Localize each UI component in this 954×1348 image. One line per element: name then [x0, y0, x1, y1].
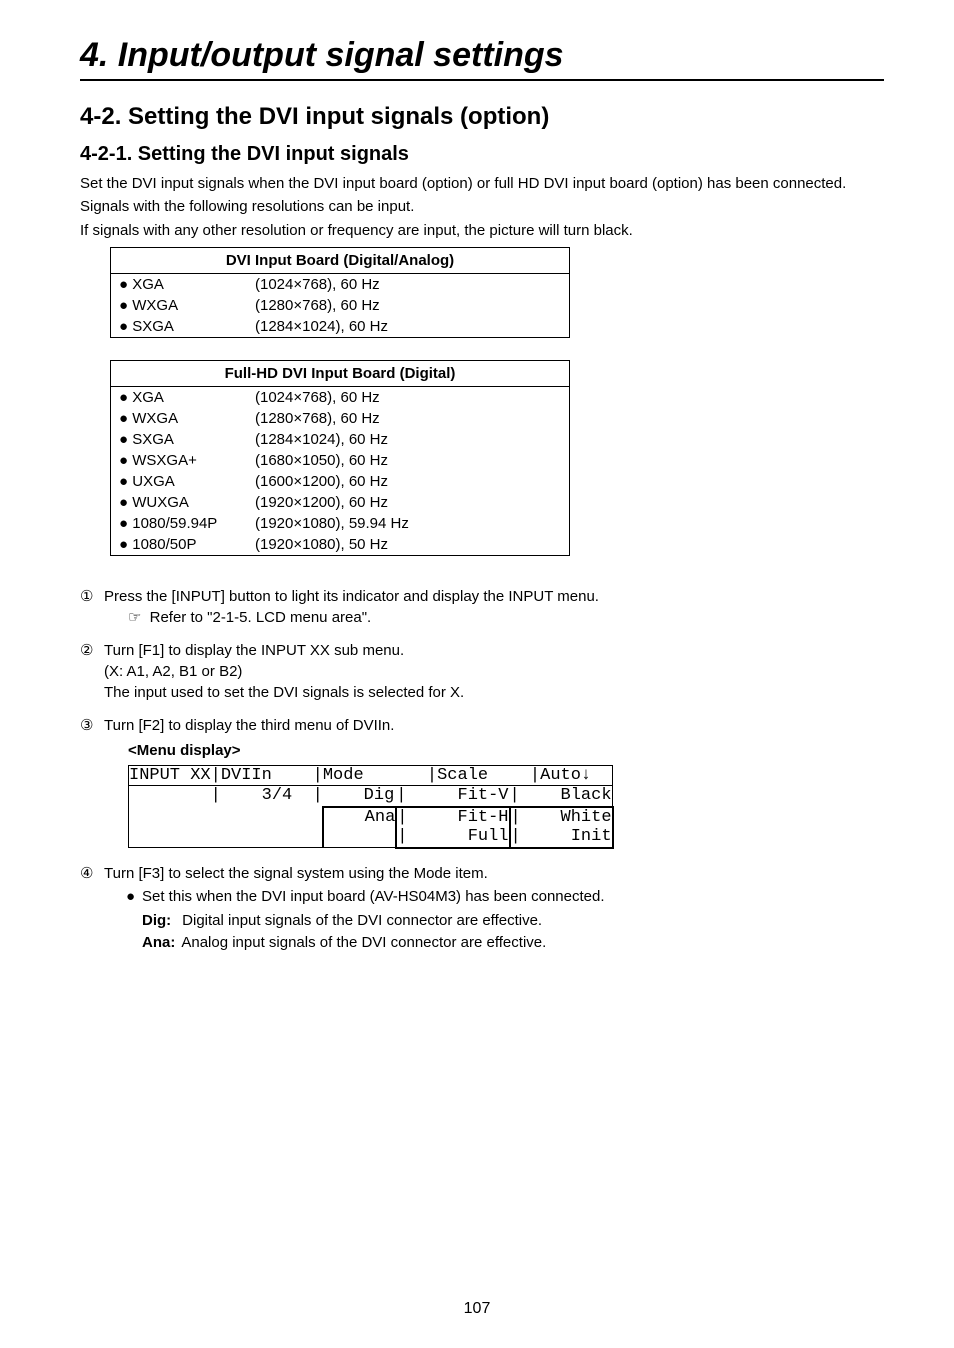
dvi-input-board-table: DVI Input Board (Digital/Analog) ● XGA (…	[110, 247, 570, 338]
table-a-header: DVI Input Board (Digital/Analog)	[111, 247, 570, 273]
menu-row: | Full | Init	[129, 827, 613, 848]
table-row: ● 1080/59.94P(1920×1080), 59.94 Hz	[111, 513, 570, 534]
table-row: ● WXGA (1280×768), 60 Hz	[111, 295, 570, 316]
step-list: ① Press the [INPUT] button to light its …	[80, 586, 884, 955]
table-b-header: Full-HD DVI Input Board (Digital)	[111, 360, 570, 386]
menu-row: INPUT XX |DVIIn |Mode |Scale |Auto↓	[129, 765, 613, 786]
step-number-icon: ④	[80, 863, 93, 884]
intro-paragraph-2: Signals with the following resolutions c…	[80, 197, 884, 217]
menu-row: Ana | Fit-H | White	[129, 807, 613, 828]
menu-display-heading: <Menu display>	[128, 740, 884, 761]
step-number-icon: ③	[80, 715, 93, 736]
step-1: ① Press the [INPUT] button to light its …	[80, 586, 884, 628]
sub-bullet: ● Set this when the DVI input board (AV-…	[126, 886, 884, 908]
step-number-icon: ②	[80, 640, 93, 661]
table-row: ● XGA (1024×768), 60 Hz	[111, 273, 570, 295]
section-heading-h3: 4-2-1. Setting the DVI input signals	[80, 143, 884, 166]
table-row: ● 1080/50P(1920×1080), 50 Hz	[111, 534, 570, 556]
section-heading-h2: 4-2. Setting the DVI input signals (opti…	[80, 103, 884, 131]
table-row: ● UXGA(1600×1200), 60 Hz	[111, 471, 570, 492]
bullet-icon: ●	[126, 886, 135, 908]
full-hd-dvi-input-board-table: Full-HD DVI Input Board (Digital) ● XGA(…	[110, 360, 570, 556]
menu-display-table: INPUT XX |DVIIn |Mode |Scale |Auto↓ | 3/…	[128, 765, 614, 849]
menu-row: | 3/4 | Dig | Fit-V | Black	[129, 786, 613, 807]
step-4: ④ Turn [F3] to select the signal system …	[80, 863, 884, 955]
chapter-title: 4. Input/output signal settings	[80, 36, 884, 75]
page-number: 107	[0, 1300, 954, 1318]
step-2: ② Turn [F1] to display the INPUT XX sub …	[80, 640, 884, 703]
intro-paragraph-3: If signals with any other resolution or …	[80, 221, 884, 241]
table-row: ● SXGA(1284×1024), 60 Hz	[111, 429, 570, 450]
step-3: ③ Turn [F2] to display the third menu of…	[80, 715, 884, 849]
definition-list: Dig: Digital input signals of the DVI co…	[142, 910, 884, 955]
table-row: ● SXGA (1284×1024), 60 Hz	[111, 316, 570, 338]
table-row: ● WUXGA(1920×1200), 60 Hz	[111, 492, 570, 513]
table-row: ● WSXGA+(1680×1050), 60 Hz	[111, 450, 570, 471]
step-number-icon: ①	[80, 586, 93, 607]
intro-paragraph-1: Set the DVI input signals when the DVI i…	[80, 174, 884, 194]
table-row: ● XGA(1024×768), 60 Hz	[111, 386, 570, 408]
pointer-icon: ☞	[128, 607, 141, 628]
table-row: ● WXGA(1280×768), 60 Hz	[111, 408, 570, 429]
title-rule	[80, 79, 884, 81]
